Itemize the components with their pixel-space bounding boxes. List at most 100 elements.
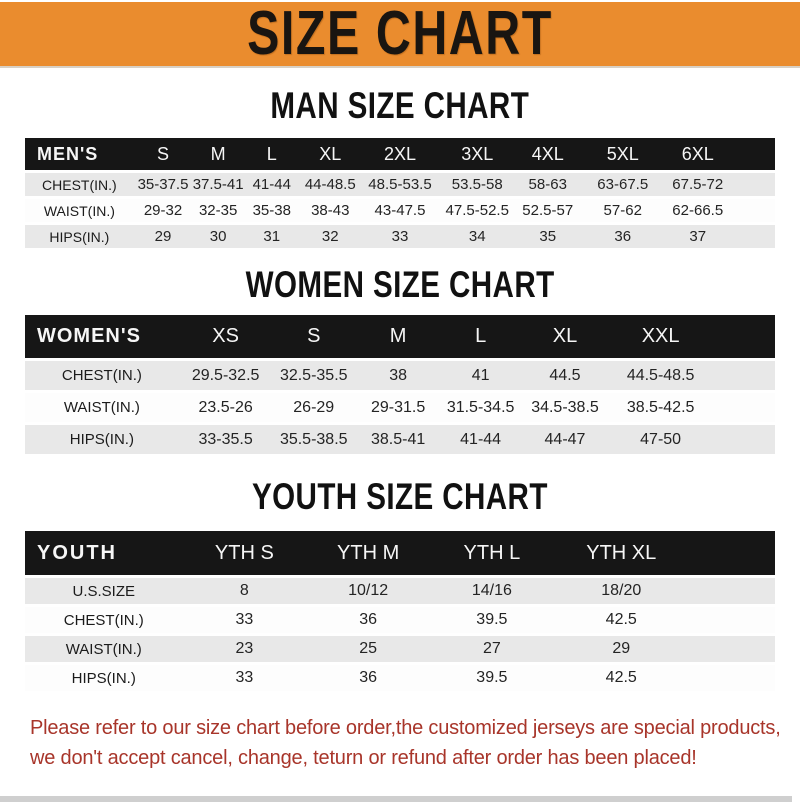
row-label-cell: HIPS(IN.) [25,665,183,691]
size-value-cell: 38 [355,361,442,390]
size-column-header: YTH L [430,531,554,575]
size-value-cell: 42.5 [553,607,689,633]
row-label-cell: WAIST(IN.) [25,199,134,222]
size-value-cell: 30 [192,225,244,248]
size-value-cell: 23 [182,636,307,662]
row-spacer [688,607,775,633]
size-column-header: YTH XL [553,531,689,575]
women-hips-row: HIPS(IN.) 33-35.5 35.5-38.5 38.5-41 41-4… [25,425,775,454]
size-value-cell: 34 [438,225,516,248]
size-value-cell: 63-67.5 [579,173,666,196]
women-size-table: WOMEN'S XS S M L XL XXL CHEST(IN.) 29.5-… [25,312,775,457]
size-value-cell: 32-35 [192,199,244,222]
size-column-header: L [244,138,300,170]
size-column-header: M [355,315,442,358]
youth-chest-row: CHEST(IN.) 33 36 39.5 42.5 [25,607,775,633]
size-value-cell: 41-44 [244,173,300,196]
row-label-cell: CHEST(IN.) [25,607,183,633]
row-label-cell: WAIST(IN.) [25,636,183,662]
row-spacer [729,225,775,248]
size-value-cell: 39.5 [430,607,554,633]
header-spacer [729,138,775,170]
men-waist-row: WAIST(IN.) 29-32 32-35 35-38 38-43 43-47… [25,199,775,222]
size-column-header: L [441,315,520,358]
youth-size-table: YOUTH YTH S YTH M YTH L YTH XL U.S.SIZE … [25,528,775,694]
size-value-cell: 57-62 [579,199,666,222]
row-spacer [729,173,775,196]
row-spacer [711,425,775,454]
size-value-cell: 14/16 [430,578,554,604]
men-hips-row: HIPS(IN.) 29 30 31 32 33 34 35 36 37 [25,225,775,248]
row-spacer [688,578,775,604]
size-value-cell: 29-32 [133,199,193,222]
disclaimer-line-1: Please refer to our size chart before or… [30,717,781,739]
header-spacer [711,315,775,358]
size-column-header: S [133,138,193,170]
size-value-cell: 39.5 [430,665,554,691]
youth-section-heading: YOUTH SIZE CHART [0,476,800,517]
men-group-label: MEN'S [25,138,134,170]
row-label-cell: WAIST(IN.) [25,393,179,422]
size-value-cell: 35 [515,225,580,248]
size-value-cell: 33 [182,607,307,633]
bottom-divider-bar [0,796,792,802]
size-value-cell: 36 [306,665,430,691]
size-column-header: M [192,138,244,170]
size-value-cell: 27 [430,636,554,662]
size-column-header: 2XL [361,138,439,170]
size-value-cell: 58-63 [515,173,580,196]
size-value-cell: 18/20 [553,578,689,604]
size-value-cell: 42.5 [553,665,689,691]
size-value-cell: 43-47.5 [361,199,439,222]
men-table-header-row: MEN'S S M L XL 2XL 3XL 4XL 5XL 6XL [25,138,775,170]
row-label-cell: CHEST(IN.) [25,173,134,196]
size-chart-banner: SIZE CHART [0,2,800,68]
order-disclaimer: Please refer to our size chart before or… [30,713,781,773]
size-column-header: YTH S [182,531,307,575]
size-value-cell: 52.5-57 [515,199,580,222]
size-value-cell: 47.5-52.5 [438,199,516,222]
size-value-cell: 37.5-41 [192,173,244,196]
size-column-header: 3XL [438,138,516,170]
row-spacer [688,665,775,691]
disclaimer-line-2: we don't accept cancel, change, teturn o… [30,747,697,769]
size-value-cell: 33 [182,665,307,691]
women-group-label: WOMEN'S [25,315,179,358]
youth-hips-row: HIPS(IN.) 33 36 39.5 42.5 [25,665,775,691]
size-column-header: 6XL [665,138,730,170]
size-value-cell: 32 [299,225,361,248]
size-value-cell: 10/12 [306,578,430,604]
men-section-heading-text: MAN SIZE CHART [270,85,530,126]
women-section-heading: WOMEN SIZE CHART [0,264,800,305]
size-column-header: XL [299,138,361,170]
row-label-cell: HIPS(IN.) [25,425,179,454]
size-value-cell: 36 [579,225,666,248]
size-value-cell: 48.5-53.5 [361,173,439,196]
row-spacer [711,393,775,422]
youth-group-label: YOUTH [25,531,183,575]
size-value-cell: 25 [306,636,430,662]
size-value-cell: 29-31.5 [355,393,442,422]
women-chest-row: CHEST(IN.) 29.5-32.5 32.5-35.5 38 41 44.… [25,361,775,390]
youth-section-heading-text: YOUTH SIZE CHART [252,476,548,517]
women-table-header-row: WOMEN'S XS S M L XL XXL [25,315,775,358]
size-value-cell: 29 [553,636,689,662]
size-value-cell: 34.5-38.5 [520,393,610,422]
youth-waist-row: WAIST(IN.) 23 25 27 29 [25,636,775,662]
size-value-cell: 35-37.5 [133,173,193,196]
men-section-heading: MAN SIZE CHART [0,85,800,126]
youth-table-header-row: YOUTH YTH S YTH M YTH L YTH XL [25,531,775,575]
size-value-cell: 8 [182,578,307,604]
size-value-cell: 35-38 [244,199,300,222]
size-value-cell: 53.5-58 [438,173,516,196]
size-value-cell: 36 [306,607,430,633]
size-value-cell: 41 [441,361,520,390]
size-value-cell: 44.5 [520,361,610,390]
size-column-header: 4XL [515,138,580,170]
men-size-table: MEN'S S M L XL 2XL 3XL 4XL 5XL 6XL CHEST… [25,135,775,251]
size-value-cell: 23.5-26 [178,393,273,422]
size-value-cell: 44-48.5 [299,173,361,196]
size-column-header: XXL [610,315,712,358]
row-label-cell: CHEST(IN.) [25,361,179,390]
women-section-heading-text: WOMEN SIZE CHART [245,264,555,305]
